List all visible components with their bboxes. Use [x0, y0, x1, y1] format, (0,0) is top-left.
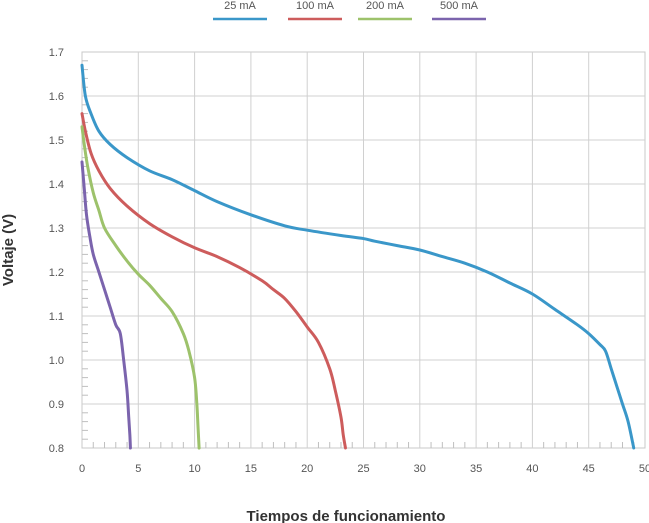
x-tick-label: 15 [245, 463, 257, 475]
y-tick-label: 1.7 [49, 47, 64, 59]
series-line-25ma [80, 63, 636, 450]
x-tick-label: 45 [583, 463, 595, 475]
series-lines [80, 63, 636, 450]
grid [81, 51, 646, 449]
x-tick-label: 30 [414, 463, 426, 475]
x-tick-label: 50 [639, 463, 649, 475]
y-tick-label: 1.2 [49, 267, 64, 279]
y-tick-label: 1.3 [49, 223, 64, 235]
y-tick-label: 1.6 [49, 91, 64, 103]
legend: 25 mA 100 mA 200 mA 500 mA [213, 0, 486, 21]
x-tick-label: 0 [79, 463, 85, 475]
x-axis-tick-labels: 0 5 10 15 20 25 30 35 40 45 50 [79, 463, 649, 475]
y-axis-title: Voltaje (V) [0, 214, 17, 286]
legend-label: 100 mA [296, 0, 335, 12]
x-tick-label: 40 [526, 463, 538, 475]
x-tick-label: 10 [188, 463, 200, 475]
y-tick-label: 1.5 [49, 135, 64, 147]
legend-label: 500 mA [440, 0, 479, 12]
y-axis-tick-labels: 0.8 0.9 1.0 1.1 1.2 1.3 1.4 1.5 1.6 1.7 [49, 47, 64, 455]
series-line-200ma [80, 125, 201, 450]
y-tick-label: 0.9 [49, 399, 64, 411]
minor-ticks [82, 60, 635, 448]
series-line-500ma [80, 160, 132, 450]
x-tick-label: 25 [357, 463, 369, 475]
y-tick-label: 0.8 [49, 443, 64, 455]
y-tick-label: 1.1 [49, 311, 64, 323]
legend-label: 25 mA [224, 0, 256, 12]
x-tick-label: 5 [135, 463, 141, 475]
x-axis-title: Tiempos de funcionamiento [247, 508, 446, 523]
legend-label: 200 mA [366, 0, 405, 12]
y-tick-label: 1.0 [49, 355, 64, 367]
x-tick-label: 20 [301, 463, 313, 475]
x-tick-label: 35 [470, 463, 482, 475]
series-line-100ma [80, 112, 347, 450]
y-tick-label: 1.4 [49, 179, 64, 191]
